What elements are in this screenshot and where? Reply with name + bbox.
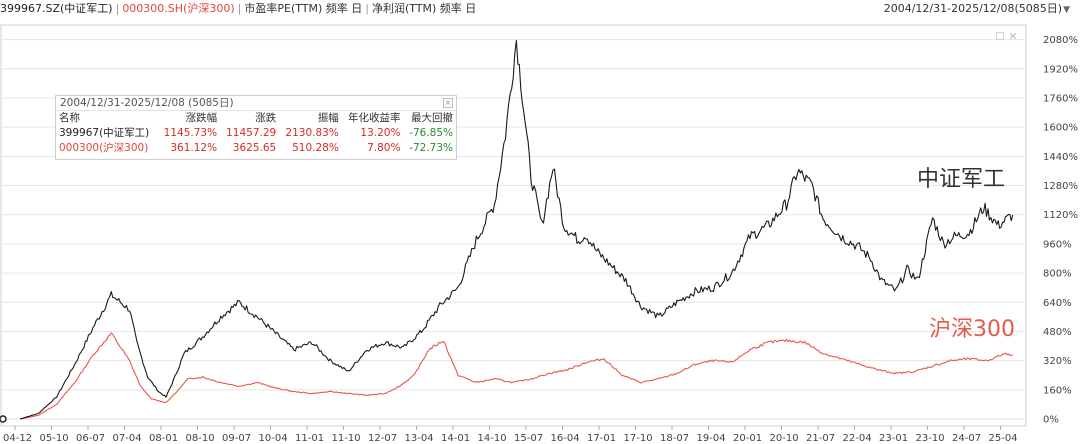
y-tick-label: 480% xyxy=(1043,327,1072,338)
y-tick-label: 1600% xyxy=(1043,123,1078,134)
x-tick-label: 11-01 xyxy=(295,433,324,444)
indicator2-label[interactable]: 净利润(TTM) 频率 日 xyxy=(371,2,477,15)
series-lines xyxy=(19,39,1014,420)
date-range-text: 2004/12/31-2025/12/08(5085日) xyxy=(883,2,1063,15)
x-tick-label: 23-01 xyxy=(879,433,908,444)
row-mdd: -76.85% xyxy=(409,127,453,139)
col-pct: 涨跌幅 xyxy=(185,112,218,124)
series-line-2[interactable] xyxy=(19,332,1013,420)
stats-panel-header: 2004/12/31-2025/12/08 (5085日) × xyxy=(56,96,456,111)
x-tick-label: 05-10 xyxy=(40,433,69,444)
plot-border xyxy=(0,24,1027,427)
y-tick-label: 320% xyxy=(1043,356,1072,367)
x-tick-label: 08-10 xyxy=(186,433,215,444)
y-tick-label: 0% xyxy=(1043,415,1059,426)
row-mdd: -72.73% xyxy=(409,142,453,154)
y-tick-label: 1440% xyxy=(1043,152,1078,163)
x-tick-label: 18-07 xyxy=(660,433,689,444)
x-tick-label: 14-10 xyxy=(478,433,507,444)
x-tick-label: 07-04 xyxy=(113,433,142,444)
y-tick-label: 1280% xyxy=(1043,181,1078,192)
dropdown-arrow-icon: ▼ xyxy=(1063,5,1070,15)
plot-frame xyxy=(0,24,1027,427)
row-amp: 510.28% xyxy=(292,142,339,154)
x-tick-label: 25-04 xyxy=(989,433,1018,444)
row-annual: 13.20% xyxy=(360,127,401,139)
x-tick-label: 16-04 xyxy=(551,433,580,444)
x-tick-label: 04-12 xyxy=(3,433,32,444)
x-axis: 04-12 05-10 06-07 07-04 08-01 08-10 09-07 10-04… xyxy=(3,426,1018,444)
indicator1-label[interactable]: 市盈率PE(TTM) 频率 日 xyxy=(244,2,363,15)
y-tick-label: 1120% xyxy=(1043,210,1078,221)
date-range-selector[interactable]: 2004/12/31-2025/12/08(5085日)▼ xyxy=(884,0,1070,19)
x-tick-label: 12-07 xyxy=(368,433,397,444)
x-tick-label: 20-10 xyxy=(770,433,799,444)
y-tick-label: 960% xyxy=(1043,239,1072,250)
col-chg: 涨跌 xyxy=(255,112,277,124)
x-tick-label: 17-01 xyxy=(587,433,616,444)
x-tick-label: 08-01 xyxy=(149,433,178,444)
x-tick-label: 24-07 xyxy=(952,433,981,444)
y-tick-label: 800% xyxy=(1043,269,1072,280)
row-chg: 3625.65 xyxy=(232,142,277,154)
row-chg: 11457.29 xyxy=(226,127,277,139)
window-controls: ☐ ✕ xyxy=(995,30,1018,43)
x-tick-label: 21-07 xyxy=(806,433,835,444)
table-row[interactable]: 399967(中证军工) 1145.73% 11457.29 2130.83% … xyxy=(56,126,456,141)
range-start-handle[interactable] xyxy=(0,415,7,423)
row-amp: 2130.83% xyxy=(285,127,339,139)
y-axis: 0% 160% 320% 480% 640% 800% 960% 1120% 1280% 1440… xyxy=(1043,35,1078,425)
series1-annotation: 中证军工 xyxy=(917,167,1005,192)
x-tick-label: 09-07 xyxy=(222,433,251,444)
series2-annotation: 沪深300 xyxy=(929,317,1015,342)
y-tick-label: 160% xyxy=(1043,385,1072,396)
stats-panel: 2004/12/31-2025/12/08 (5085日) × 名称 涨跌幅 涨… xyxy=(55,95,457,160)
x-tick-label: 13-04 xyxy=(405,433,434,444)
x-tick-label: 11-10 xyxy=(332,433,361,444)
row-pct: 1145.73% xyxy=(163,127,218,139)
row-name: 000300(沪深300) xyxy=(59,142,149,154)
grid-lines xyxy=(1,39,1026,420)
x-tick-label: 06-07 xyxy=(76,433,105,444)
stats-title: 2004/12/31-2025/12/08 (5085日) xyxy=(60,97,234,109)
series-line-1[interactable] xyxy=(19,39,1014,420)
col-name: 名称 xyxy=(59,112,80,124)
x-tick-label: 14-01 xyxy=(441,433,470,444)
col-annual: 年化收益率 xyxy=(347,112,401,124)
stats-header-row: 名称 涨跌幅 涨跌 振幅 年化收益率 最大回撤 xyxy=(56,111,456,126)
col-mdd: 最大回撤 xyxy=(411,112,453,124)
col-amp: 振幅 xyxy=(317,112,339,124)
x-tick-label: 19-04 xyxy=(697,433,726,444)
x-tick-label: 15-07 xyxy=(514,433,543,444)
x-tick-label: 17-10 xyxy=(624,433,653,444)
x-tick-label: 23-10 xyxy=(916,433,945,444)
series1-label[interactable]: 399967.SZ(中证军工) xyxy=(0,2,113,15)
x-tick-label: 10-04 xyxy=(259,433,288,444)
y-tick-label: 1920% xyxy=(1043,64,1078,75)
row-pct: 361.12% xyxy=(170,142,218,154)
stats-close-icon[interactable]: × xyxy=(443,98,453,108)
chart-header: 399967.SZ(中证军工) | 000300.SH(沪深300) | 市盈率PE(T… xyxy=(0,0,1080,20)
stats-table: 名称 涨跌幅 涨跌 振幅 年化收益率 最大回撤 399967(中证军工) 114… xyxy=(56,111,456,156)
y-tick-label: 640% xyxy=(1043,298,1072,309)
row-name: 399967(中证军工) xyxy=(59,127,150,139)
x-tick-label: 22-04 xyxy=(843,433,872,444)
series2-label[interactable]: 000300.SH(沪深300) xyxy=(122,2,235,15)
y-tick-label: 2080% xyxy=(1043,35,1078,46)
close-icon[interactable]: ✕ xyxy=(1008,30,1018,43)
x-tick-label: 20-01 xyxy=(733,433,762,444)
row-annual: 7.80% xyxy=(367,142,401,154)
maximize-icon[interactable]: ☐ xyxy=(995,30,1005,43)
y-tick-label: 1760% xyxy=(1043,93,1078,104)
table-row[interactable]: 000300(沪深300) 361.12% 3625.65 510.28% 7.… xyxy=(56,141,456,156)
